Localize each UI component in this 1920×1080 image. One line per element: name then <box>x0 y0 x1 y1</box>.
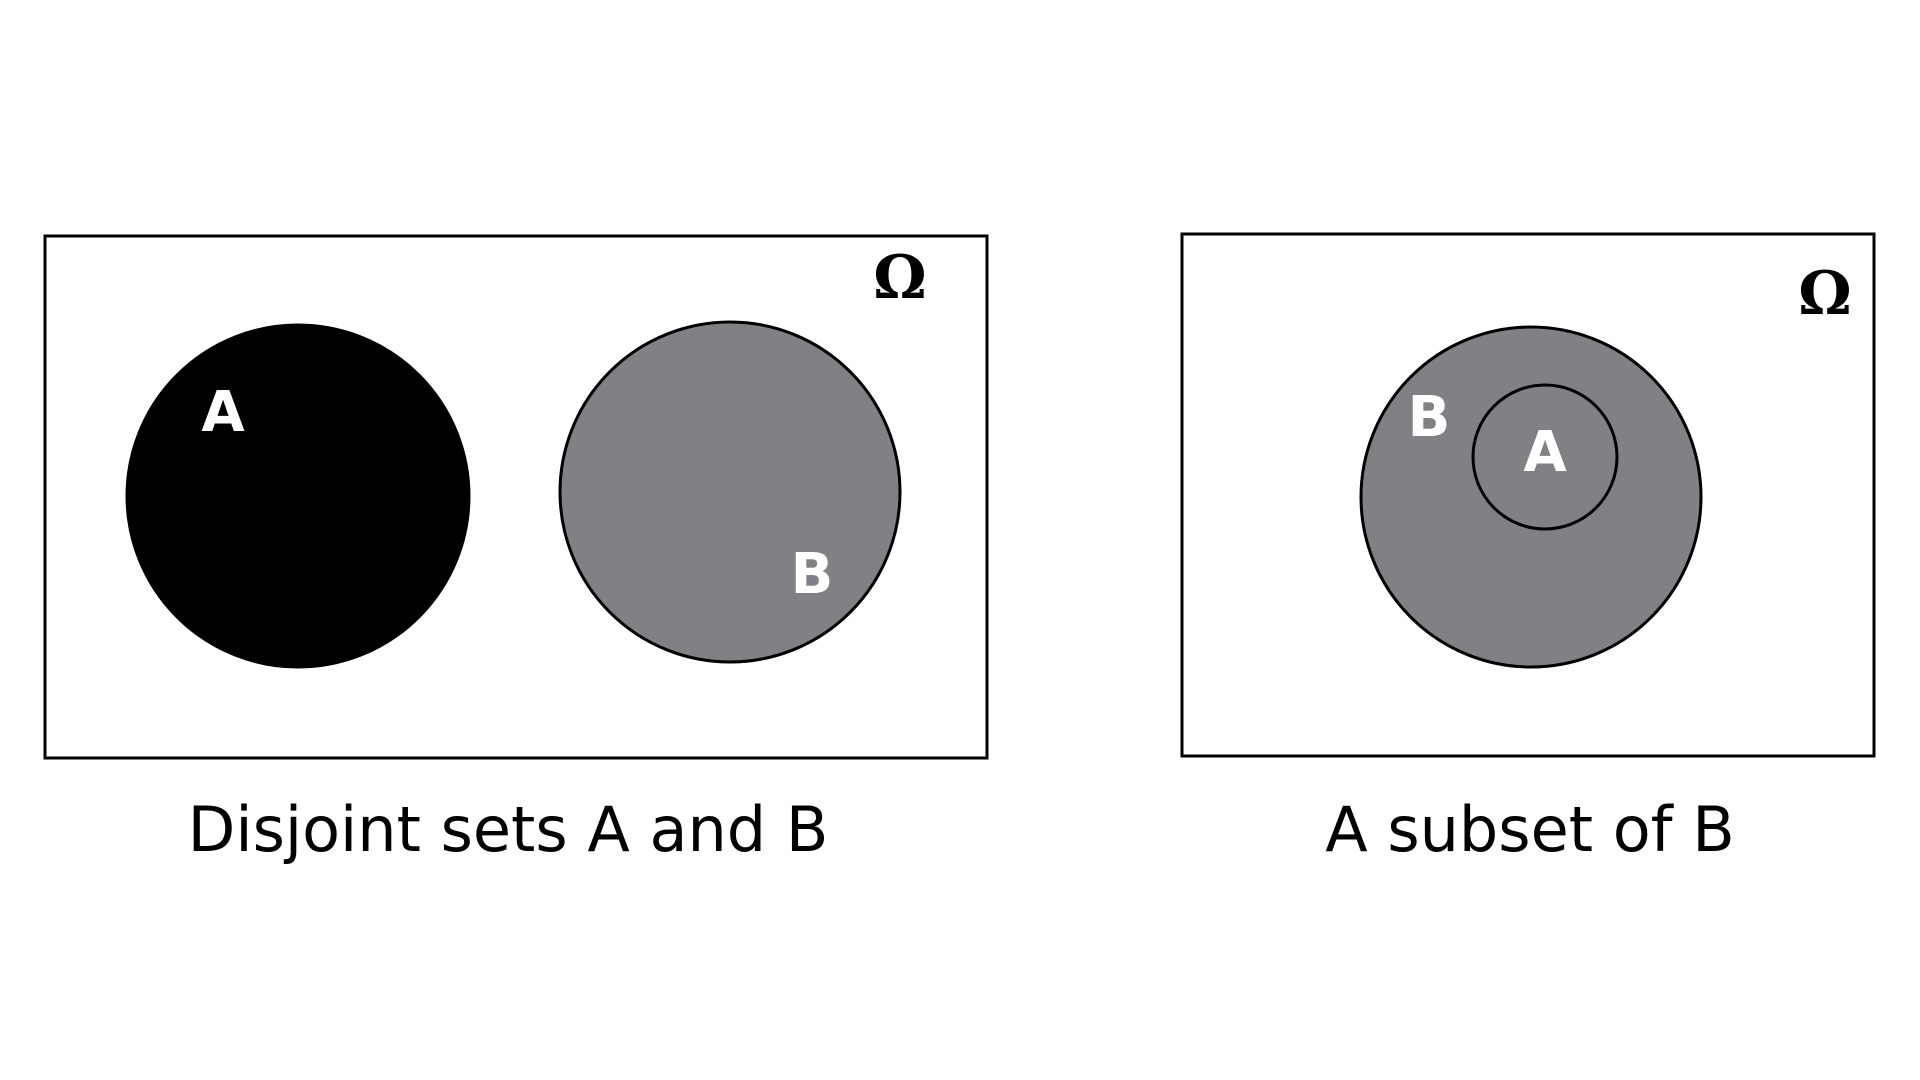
set-a-circle-disjoint <box>125 323 471 669</box>
set-b-label-disjoint: B <box>791 542 834 607</box>
universe-label-subset: Ω <box>1798 259 1851 329</box>
caption-subset: A subset of B <box>1325 793 1735 866</box>
set-b-circle-disjoint <box>558 320 902 664</box>
set-a-circle-subset <box>1471 383 1619 531</box>
set-a-label-subset: A <box>1523 420 1567 485</box>
subset-diagram: Ω B A A subset of B <box>1180 232 1876 866</box>
disjoint-sets-diagram: Ω A B Disjoint sets A and B <box>43 234 989 866</box>
set-b-label-subset: B <box>1408 385 1451 450</box>
universe-label-disjoint: Ω <box>873 243 926 313</box>
caption-disjoint: Disjoint sets A and B <box>188 793 829 866</box>
set-a-label-disjoint: A <box>201 380 245 445</box>
